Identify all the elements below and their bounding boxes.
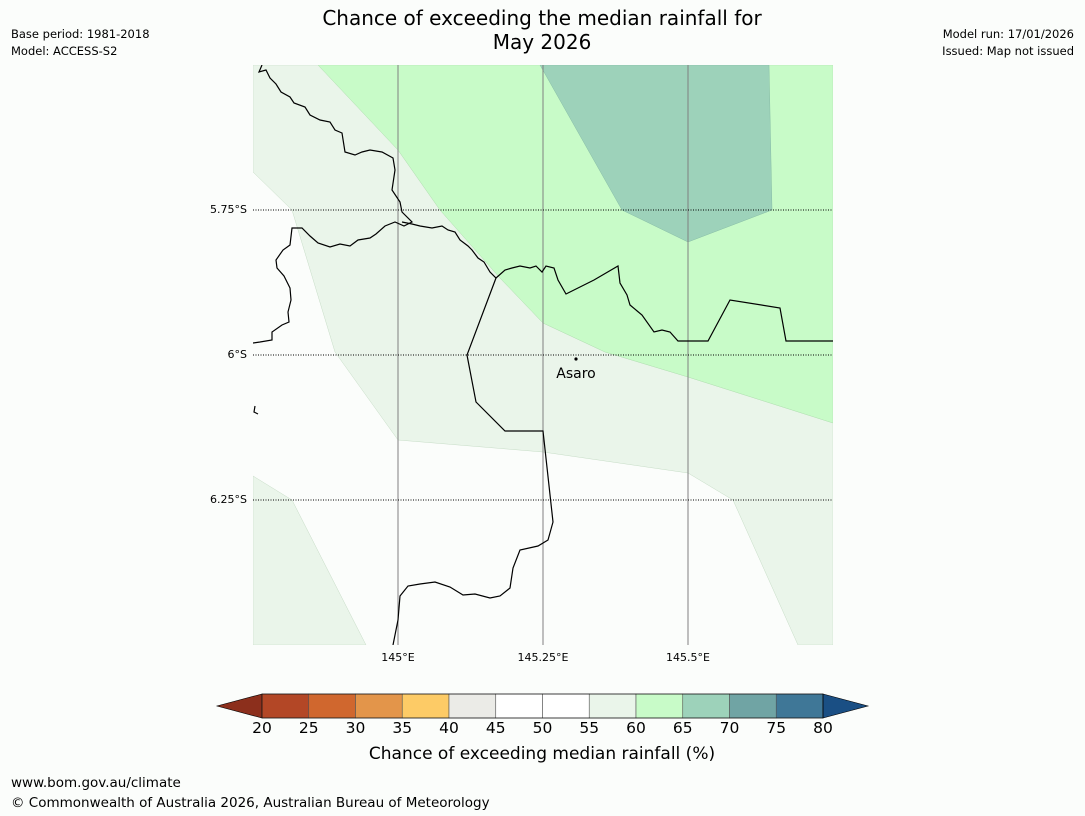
lat-label-6: 6°S: [228, 348, 247, 361]
colorbar-under-arrow: [215, 693, 263, 719]
boundary-east: [401, 221, 833, 342]
colorbar-tick-label: 25: [298, 719, 319, 737]
colorbar-tick-label: 35: [392, 719, 413, 737]
colorbar-swatch: [775, 693, 824, 719]
lon-label-145-5: 145.5°E: [666, 651, 710, 664]
colorbar-swatch: [495, 693, 543, 719]
colorbar-swatch: [635, 693, 684, 719]
lon-label-145: 145°E: [381, 651, 414, 664]
colorbar-swatch: [729, 693, 777, 719]
colorbar-swatch: [588, 693, 637, 719]
colorbar: [215, 693, 870, 719]
colorbar-tick-label: 20: [252, 719, 272, 737]
colorbar-swatch: [355, 693, 403, 719]
colorbar-swatch: [401, 693, 450, 719]
meta-left: Base period: 1981-2018 Model: ACCESS-S2: [11, 26, 150, 60]
colorbar-tick-label: 30: [345, 719, 366, 737]
boundary-fragment: [253, 405, 259, 415]
map-title: Chance of exceeding the median rainfall …: [242, 6, 842, 54]
base-period: Base period: 1981-2018: [11, 27, 150, 41]
colorbar-ticks: 20 25 30 35 40 45 50 55 60 65 70 75 80: [0, 719, 1085, 739]
title-line-1: Chance of exceeding the median rainfall …: [322, 6, 762, 30]
model-run: Model run: 17/01/2026: [942, 27, 1074, 41]
colorbar-tick-label: 45: [485, 719, 506, 737]
colorbar-label: Chance of exceeding median rainfall (%): [368, 744, 716, 764]
colorbar-tick-label: 55: [579, 719, 600, 737]
footer-copyright: © Commonwealth of Australia 2026, Austra…: [11, 795, 490, 811]
lat-label-5-75: 5.75°S: [210, 203, 247, 216]
zone-55-60-southwest: [253, 475, 367, 645]
colorbar-tick-label: 80: [813, 719, 833, 737]
colorbar-swatch: [261, 693, 310, 719]
colorbar-tick-label: 65: [672, 719, 693, 737]
issued-status: Issued: Map not issued: [942, 44, 1074, 58]
lat-label-6-25: 6.25°S: [210, 493, 247, 506]
colorbar-swatch: [448, 693, 497, 719]
colorbar-swatch: [308, 693, 356, 719]
colorbar-tick-label: 70: [719, 719, 740, 737]
boundary-central: [392, 277, 554, 645]
title-line-2: May 2026: [492, 30, 592, 54]
colorbar-tick-label: 75: [766, 719, 787, 737]
colorbar-tick-label: 40: [439, 719, 459, 737]
asaro-label: Asaro: [556, 366, 595, 382]
colorbar-tick-label: 50: [532, 719, 553, 737]
colorbar-over-arrow: [822, 693, 870, 719]
colorbar-swatch: [682, 693, 730, 719]
lon-label-145-25: 145.25°E: [518, 651, 569, 664]
colorbar-swatch: [542, 693, 590, 719]
zone-65-70: [539, 65, 773, 243]
colorbar-tick-label: 60: [626, 719, 646, 737]
colorbar-outline: [261, 693, 824, 719]
map-area: [253, 65, 833, 645]
asaro-marker: [574, 357, 578, 361]
model-name: Model: ACCESS-S2: [11, 44, 118, 58]
meta-right: Model run: 17/01/2026 Issued: Map not is…: [942, 26, 1074, 60]
footer-url[interactable]: www.bom.gov.au/climate: [11, 775, 181, 791]
boundary-north: [253, 65, 414, 344]
